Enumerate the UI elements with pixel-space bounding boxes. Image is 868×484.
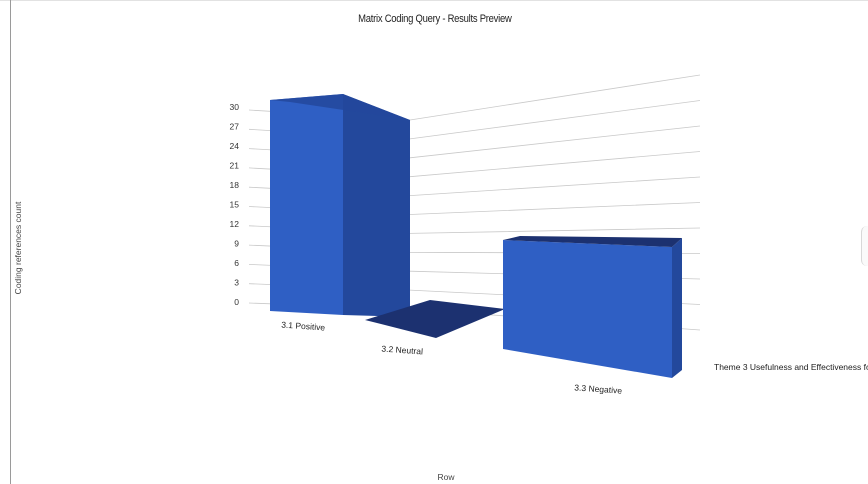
y-tick-label: 9 — [234, 239, 239, 249]
bar-front-face — [270, 94, 343, 315]
series-label: Theme 3 Usefulness and Effectiveness for… — [714, 362, 868, 372]
x-category-label: 3.1 Positive — [281, 319, 326, 332]
y-tick-label: 27 — [230, 122, 240, 132]
x-axis-title: Row — [437, 472, 455, 482]
bar-top-face — [270, 94, 410, 120]
y-tick-label: 21 — [230, 161, 240, 171]
chart-title: Matrix Coding Query - Results Preview — [358, 13, 512, 25]
y-tick-label: 24 — [230, 141, 240, 151]
bar-front-face — [503, 240, 672, 378]
bar-top-face — [503, 236, 682, 247]
y-tick-label: 0 — [234, 297, 239, 307]
x-category-label: 3.3 Negative — [574, 382, 623, 395]
bar-flat-slab — [365, 300, 505, 338]
y-tick-label: 18 — [230, 180, 240, 190]
frame-left-border — [10, 0, 11, 484]
bar-side-face — [343, 94, 410, 317]
y-tick-label: 6 — [234, 258, 239, 268]
frame-top-border — [0, 0, 868, 1]
y-tick-label: 15 — [230, 200, 240, 210]
y-tick-label: 3 — [234, 278, 239, 288]
panel-resize-handle[interactable] — [861, 226, 868, 266]
bar-side-face — [672, 238, 682, 378]
x-category-label: 3.2 Neutral — [381, 344, 423, 357]
y-tick-label: 12 — [230, 219, 240, 229]
y-tick-label: 30 — [230, 102, 240, 112]
